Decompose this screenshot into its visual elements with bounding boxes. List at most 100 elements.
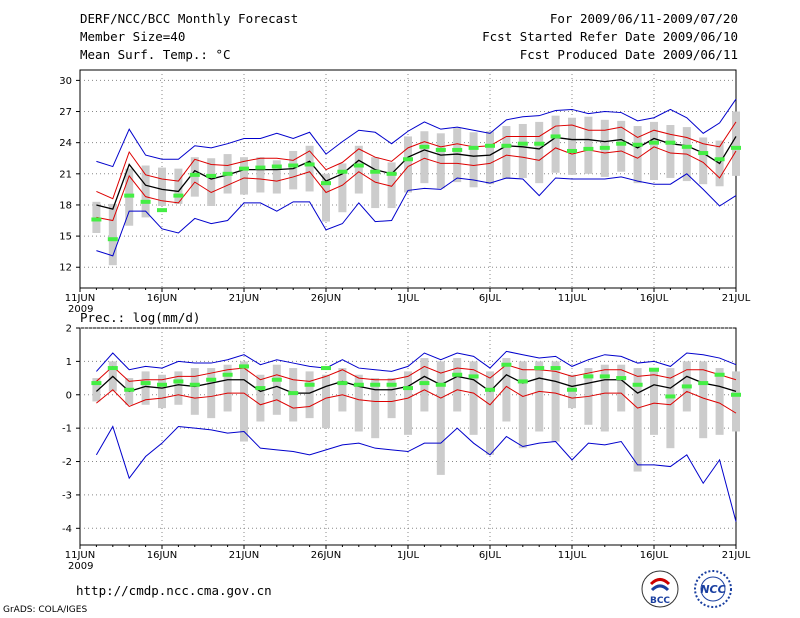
prec-box: [223, 364, 232, 412]
temp-median-mark: [435, 147, 446, 152]
temp-box: [502, 126, 511, 179]
temp-median-mark: [140, 199, 151, 204]
forecast-started-date: Fcst Started Refer Date 2009/06/10: [482, 29, 738, 44]
temp-box: [568, 117, 576, 175]
prec-box: [371, 378, 380, 439]
temp-median-mark: [189, 172, 200, 177]
prec-median-mark: [239, 364, 249, 369]
temp-median-mark: [304, 162, 315, 167]
temp-median-mark: [386, 171, 397, 176]
prec-median-mark: [567, 387, 577, 392]
temp-box: [387, 162, 396, 209]
prec-xtick-label: 26JUN: [311, 550, 341, 561]
ncc-logo-text: NCC: [700, 583, 725, 596]
temp-ytick-label: 15: [59, 232, 72, 243]
prec-median-mark: [222, 372, 233, 377]
bcc-logo-text: BCC: [650, 596, 670, 606]
bcc-logo-icon: BCC: [641, 570, 679, 608]
temp-median-mark: [534, 141, 545, 146]
temp-median-mark: [632, 142, 643, 147]
prec-xtick-label: 21JUL: [722, 550, 751, 561]
temp-median-mark: [353, 163, 364, 168]
temp-box: [535, 121, 544, 184]
temp-box: [486, 131, 494, 185]
prec-xtick-label: 6JUL: [479, 550, 502, 561]
temp-xtick-label: 11JUL: [558, 293, 587, 304]
temp-median-mark: [649, 140, 659, 145]
temp-median-mark: [583, 146, 594, 151]
prec-median-mark: [435, 382, 446, 387]
temp-box: [650, 121, 658, 181]
temp-median-mark: [206, 173, 217, 178]
prec-median-mark: [189, 382, 200, 387]
prec-box: [732, 371, 740, 432]
prec-box: [535, 361, 544, 432]
prec-series-lower: [96, 385, 737, 414]
ncc-logo-icon: NCC: [694, 570, 732, 608]
prec-year-label: 2009: [68, 561, 93, 572]
temp-median-mark: [698, 151, 709, 156]
prec-series-upper: [96, 364, 737, 382]
temp-box: [584, 116, 593, 174]
temp-ytick-label: 18: [59, 200, 72, 211]
prec-median-mark: [288, 391, 299, 396]
prec-median-mark: [255, 386, 266, 391]
temp-median-mark: [173, 193, 184, 198]
prec-box: [404, 371, 412, 435]
prec-box: [272, 364, 281, 415]
variable-label: Mean Surf. Temp.: °C: [80, 47, 231, 62]
prec-ytick-label: -2: [62, 457, 72, 468]
temp-median-mark: [124, 193, 135, 198]
temp-xtick-label: 21JUL: [722, 293, 751, 304]
member-size-label: Member Size=40: [80, 29, 186, 44]
forecast-produced-date: Fcst Produced Date 2009/06/11: [519, 47, 738, 62]
prec-panel-title: Prec.: log(mm/d): [80, 310, 200, 325]
temp-median-mark: [665, 140, 676, 145]
prec-xtick-label: 1JUL: [397, 550, 420, 561]
temp-median-mark: [337, 169, 348, 174]
prec-median-mark: [140, 381, 151, 386]
temp-median-mark: [239, 166, 249, 171]
temp-median-mark: [501, 143, 512, 148]
prec-box: [354, 374, 363, 432]
prec-median-mark: [403, 386, 413, 391]
prec-median-mark: [534, 366, 545, 371]
temp-series-upper: [96, 121, 737, 200]
prec-box: [600, 364, 609, 432]
prec-xtick-label: 11JUN: [65, 550, 95, 561]
prec-median-mark: [321, 366, 331, 371]
prec-series-mean: [95, 373, 737, 394]
prec-box: [715, 368, 724, 435]
prec-xtick-label: 21JUN: [229, 550, 259, 561]
temp-median-mark: [731, 145, 741, 150]
temp-box: [404, 136, 412, 193]
prec-box: [453, 358, 462, 412]
prec-box: [518, 361, 527, 449]
temp-box: [272, 160, 281, 194]
temp-xtick-label: 26JUN: [311, 293, 341, 304]
prec-median-mark: [91, 381, 102, 386]
prec-ytick-label: 1: [66, 357, 72, 368]
temp-median-mark: [567, 148, 577, 153]
temp-box: [289, 150, 298, 190]
prec-median-mark: [452, 372, 463, 377]
prec-box: [322, 374, 330, 429]
prec-ytick-label: -4: [62, 524, 72, 535]
prec-median-mark: [731, 392, 741, 397]
prec-median-mark: [501, 362, 512, 367]
prec-box: [387, 378, 396, 419]
prec-box: [305, 371, 314, 419]
temp-box: [92, 201, 101, 233]
prec-box: [650, 368, 658, 435]
temp-box: [551, 115, 560, 173]
temp-box: [305, 145, 314, 192]
temp-xtick-label: 1JUL: [397, 293, 420, 304]
prec-median-mark: [304, 382, 315, 387]
temp-box: [256, 157, 265, 193]
prec-median-mark: [386, 382, 397, 387]
temp-median-mark: [157, 208, 167, 213]
temp-median-mark: [288, 163, 299, 168]
prec-series-min: [95, 425, 737, 522]
temp-median-mark: [485, 143, 495, 148]
